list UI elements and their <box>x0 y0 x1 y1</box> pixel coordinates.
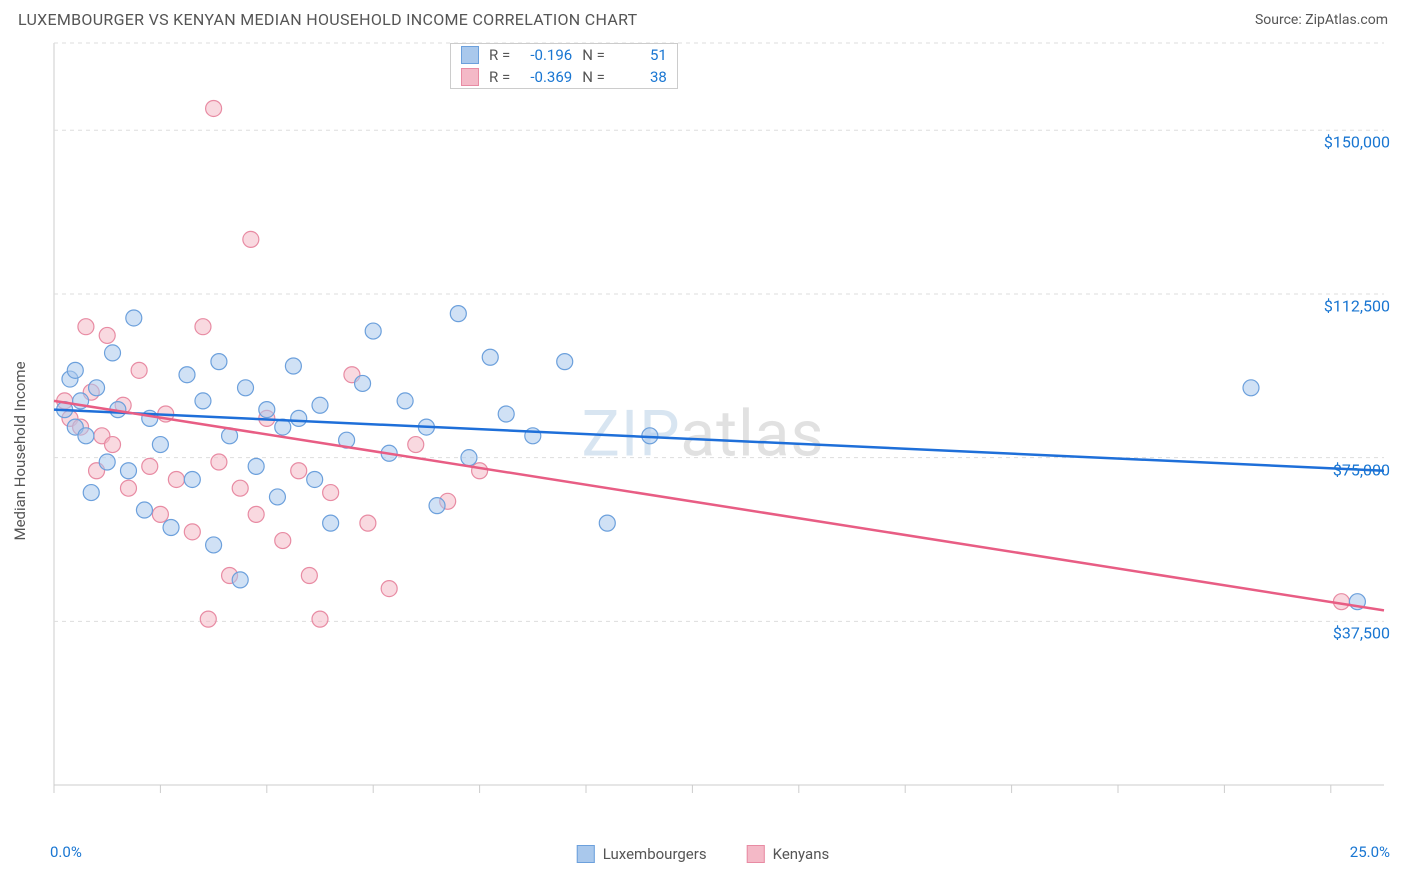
y-tick-label: $37,500 <box>1333 624 1390 643</box>
chart-title: LUXEMBOURGER VS KENYAN MEDIAN HOUSEHOLD … <box>18 10 637 29</box>
legend-item-luxembourgers: Luxembourgers <box>577 845 707 863</box>
n-label: N = <box>582 46 605 64</box>
swatch-kenyans <box>461 68 479 86</box>
r-label: R = <box>489 68 510 86</box>
chart-source: Source: ZipAtlas.com <box>1255 12 1388 28</box>
legend-label-ken: Kenyans <box>773 845 830 863</box>
chart-area: Median Household Income ZIPatlas R = -0.… <box>0 35 1406 867</box>
x-axis-max-label: 25.0% <box>1350 843 1390 861</box>
n-label: N = <box>582 68 605 86</box>
legend-item-kenyans: Kenyans <box>747 845 830 863</box>
y-tick-label: $150,000 <box>1324 133 1390 152</box>
x-axis-min-label: 0.0% <box>50 843 82 861</box>
y-tick-label: $112,500 <box>1324 296 1390 315</box>
legend-label-lux: Luxembourgers <box>603 845 707 863</box>
swatch-kenyans <box>747 845 765 863</box>
correlation-legend: R = -0.196 N = 51 R = -0.369 N = 38 <box>450 43 678 89</box>
r-value-lux: -0.196 <box>516 46 572 64</box>
legend-row-kenyans: R = -0.369 N = 38 <box>451 66 677 88</box>
y-axis-label: Median Household Income <box>11 361 29 540</box>
chart-header: LUXEMBOURGER VS KENYAN MEDIAN HOUSEHOLD … <box>0 0 1406 35</box>
swatch-luxembourgers <box>461 46 479 64</box>
swatch-luxembourgers <box>577 845 595 863</box>
n-value-lux: 51 <box>611 46 667 64</box>
r-label: R = <box>489 46 510 64</box>
r-value-ken: -0.369 <box>516 68 572 86</box>
legend-row-luxembourgers: R = -0.196 N = 51 <box>451 44 677 66</box>
scatter-plot <box>44 35 1394 815</box>
y-tick-label: $75,000 <box>1333 460 1390 479</box>
series-legend: Luxembourgers Kenyans <box>577 845 829 863</box>
n-value-ken: 38 <box>611 68 667 86</box>
